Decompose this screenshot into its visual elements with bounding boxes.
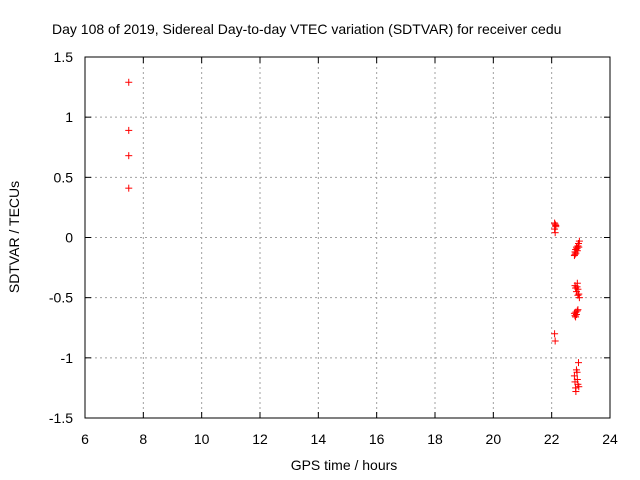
data-point <box>575 383 583 391</box>
chart-title: Day 108 of 2019, Sidereal Day-to-day VTE… <box>52 21 561 37</box>
data-points <box>125 78 583 396</box>
data-point <box>575 237 583 245</box>
data-point <box>125 152 133 160</box>
data-point <box>125 126 133 134</box>
x-tick-label: 20 <box>486 431 502 447</box>
data-point <box>570 372 578 380</box>
data-point <box>573 247 581 255</box>
data-point <box>575 243 583 251</box>
x-axis-label: GPS time / hours <box>291 457 398 473</box>
x-tick-label: 16 <box>369 431 385 447</box>
data-point <box>573 375 581 383</box>
plot-frame <box>84 56 611 419</box>
y-tick-label: 0 <box>65 230 73 246</box>
data-point <box>573 368 581 376</box>
grid-lines <box>85 57 610 418</box>
data-point <box>575 359 582 367</box>
data-point <box>570 252 578 260</box>
data-point <box>552 223 560 231</box>
data-point <box>574 291 582 299</box>
axis-ticks: 6 8 10 12 14 16 18 20 22 24 1.5 1 0.5 0 -0.5 -1 -1.5 <box>49 49 618 447</box>
data-point <box>571 250 579 258</box>
x-tick-label: 18 <box>427 431 443 447</box>
y-tick-label: -1.5 <box>49 410 73 426</box>
data-point <box>572 388 580 396</box>
y-tick-label: 0.5 <box>54 169 74 185</box>
x-tick-label: 24 <box>602 431 618 447</box>
y-tick-label: 1.5 <box>54 49 74 65</box>
x-tick-label: 6 <box>81 431 89 447</box>
data-point <box>573 307 581 315</box>
data-point <box>571 312 579 320</box>
y-tick-label: -1 <box>61 350 74 366</box>
data-point <box>573 279 581 287</box>
data-point <box>575 290 583 298</box>
data-point <box>551 229 559 237</box>
y-tick-label: 1 <box>65 109 73 125</box>
data-point <box>551 337 559 345</box>
data-point <box>574 285 582 293</box>
x-tick-label: 8 <box>139 431 147 447</box>
data-point <box>125 78 133 86</box>
y-axis-label: SDTVAR / TECUs <box>6 181 22 293</box>
data-point <box>572 313 580 321</box>
x-tick-label: 14 <box>311 431 327 447</box>
x-tick-label: 12 <box>252 431 268 447</box>
x-tick-label: 10 <box>194 431 210 447</box>
data-point <box>574 306 582 314</box>
data-point <box>551 330 559 338</box>
data-point <box>125 184 133 192</box>
y-tick-label: -0.5 <box>49 290 73 306</box>
x-tick-label: 22 <box>544 431 560 447</box>
